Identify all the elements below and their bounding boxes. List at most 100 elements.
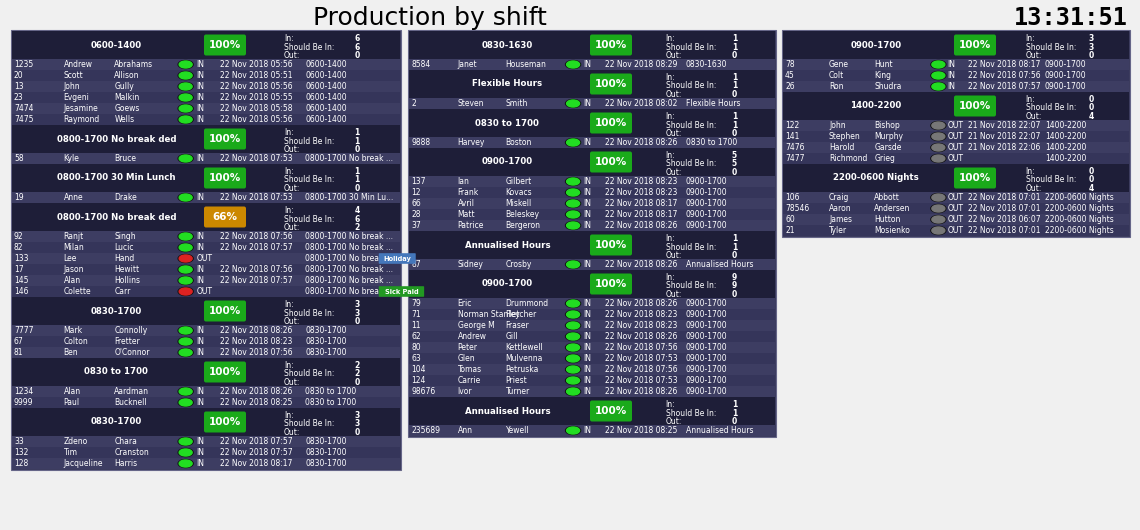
Text: Aardman: Aardman <box>114 387 149 396</box>
Text: OUT: OUT <box>196 287 212 296</box>
Bar <box>409 342 775 353</box>
Text: 92: 92 <box>14 232 24 241</box>
Text: Out:: Out: <box>284 51 300 60</box>
Text: Out:: Out: <box>666 251 682 260</box>
Text: 0800-1700 No break ...: 0800-1700 No break ... <box>306 287 393 296</box>
Ellipse shape <box>565 299 580 307</box>
Text: 1: 1 <box>732 42 738 51</box>
Text: 0900-1700: 0900-1700 <box>686 177 727 186</box>
Bar <box>409 209 775 220</box>
Text: 1400-2200: 1400-2200 <box>1044 132 1086 141</box>
Text: 100%: 100% <box>595 157 627 167</box>
Text: 87: 87 <box>412 260 421 269</box>
Text: 8584: 8584 <box>412 60 430 69</box>
Text: IN: IN <box>196 71 204 80</box>
FancyBboxPatch shape <box>378 253 416 264</box>
Bar <box>13 397 400 408</box>
Ellipse shape <box>178 243 193 252</box>
Text: OUT: OUT <box>196 254 212 263</box>
Bar <box>13 264 400 275</box>
Text: IN: IN <box>583 321 591 330</box>
Text: Ranjt: Ranjt <box>64 232 84 241</box>
Text: Mosienko: Mosienko <box>874 226 910 235</box>
Ellipse shape <box>567 311 579 318</box>
Text: 22 Nov 2018 07:56: 22 Nov 2018 07:56 <box>605 343 677 352</box>
Ellipse shape <box>567 344 579 351</box>
Text: 3: 3 <box>355 299 359 308</box>
Text: 1: 1 <box>732 34 738 43</box>
Text: IN: IN <box>583 332 591 341</box>
Text: 2: 2 <box>355 223 359 232</box>
Bar <box>13 336 400 347</box>
Bar <box>783 203 1129 214</box>
Text: 0900-1700: 0900-1700 <box>686 299 727 308</box>
Text: 0830-1700: 0830-1700 <box>306 448 347 457</box>
Ellipse shape <box>178 104 193 112</box>
Text: 22 Nov 2018 07:01: 22 Nov 2018 07:01 <box>968 226 1041 235</box>
Text: IN: IN <box>947 82 955 91</box>
Ellipse shape <box>178 266 193 273</box>
Bar <box>13 164 400 192</box>
Text: Andrew: Andrew <box>64 60 92 69</box>
Bar <box>408 30 776 437</box>
Text: 0800-1700 No break ...: 0800-1700 No break ... <box>306 254 393 263</box>
Bar <box>783 164 1129 192</box>
Text: 22 Nov 2018 05:56: 22 Nov 2018 05:56 <box>220 60 292 69</box>
Text: Frank: Frank <box>457 188 479 197</box>
Text: Fletcher: Fletcher <box>505 310 537 319</box>
Text: 0800-1700 No break ...: 0800-1700 No break ... <box>306 276 393 285</box>
Ellipse shape <box>178 437 193 446</box>
Text: 0900-1700: 0900-1700 <box>686 365 727 374</box>
Text: 22 Nov 2018 08:17: 22 Nov 2018 08:17 <box>605 210 677 219</box>
Text: Evgeni: Evgeni <box>64 93 90 102</box>
Text: 137: 137 <box>412 177 425 186</box>
Text: 0: 0 <box>355 51 359 60</box>
Text: 0800-1700 No break ...: 0800-1700 No break ... <box>306 154 393 163</box>
Text: 0830-1700: 0830-1700 <box>91 418 141 427</box>
Bar <box>783 81 1129 92</box>
Text: 0830 to 1700: 0830 to 1700 <box>475 119 539 128</box>
Text: Wells: Wells <box>114 115 135 124</box>
Text: Connolly: Connolly <box>114 326 147 335</box>
Ellipse shape <box>565 355 580 363</box>
Text: Andrew: Andrew <box>457 332 487 341</box>
Ellipse shape <box>565 199 580 208</box>
Text: Gill: Gill <box>505 332 519 341</box>
Bar <box>783 31 1129 59</box>
Text: IN: IN <box>583 221 591 230</box>
Text: OUT: OUT <box>947 121 963 130</box>
Bar <box>13 253 400 264</box>
Text: 106: 106 <box>785 193 799 202</box>
Text: Hollins: Hollins <box>114 276 140 285</box>
Ellipse shape <box>178 233 193 241</box>
Text: 22 Nov 2018 07:56: 22 Nov 2018 07:56 <box>220 265 292 274</box>
Ellipse shape <box>931 227 945 234</box>
Text: 1: 1 <box>732 243 738 252</box>
Text: IN: IN <box>583 376 591 385</box>
Text: 22 Nov 2018 07:57: 22 Nov 2018 07:57 <box>220 437 292 446</box>
Text: 0: 0 <box>1089 95 1093 104</box>
Text: 0600-1400: 0600-1400 <box>306 71 347 80</box>
Bar <box>783 225 1129 236</box>
Text: 0830-1700: 0830-1700 <box>306 437 347 446</box>
Text: 12: 12 <box>412 188 421 197</box>
Text: 9: 9 <box>732 273 738 282</box>
Ellipse shape <box>931 216 946 224</box>
Ellipse shape <box>179 255 193 262</box>
Text: Out:: Out: <box>284 428 300 437</box>
Text: Scott: Scott <box>64 71 83 80</box>
Ellipse shape <box>179 449 193 456</box>
FancyBboxPatch shape <box>204 34 246 56</box>
Text: Kovacs: Kovacs <box>505 188 532 197</box>
Text: Alan: Alan <box>64 276 81 285</box>
Text: 0: 0 <box>355 378 359 387</box>
Ellipse shape <box>931 83 945 90</box>
Bar <box>409 198 775 209</box>
Ellipse shape <box>179 244 193 251</box>
Text: 79: 79 <box>412 299 421 308</box>
Text: 0600-1400: 0600-1400 <box>306 60 347 69</box>
Text: 0900-1700: 0900-1700 <box>482 279 532 288</box>
Ellipse shape <box>178 448 193 456</box>
Text: Shudra: Shudra <box>874 82 902 91</box>
Text: Richmond: Richmond <box>829 154 868 163</box>
